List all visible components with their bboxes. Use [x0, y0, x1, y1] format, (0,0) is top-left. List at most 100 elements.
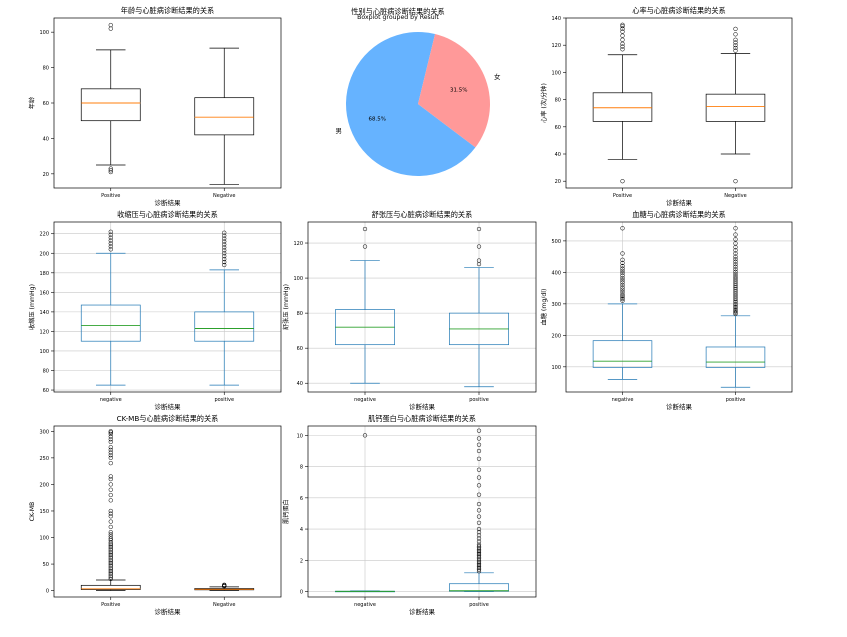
flier-point [476, 526, 482, 532]
flier-point [108, 492, 113, 498]
plot-frame [53, 425, 282, 598]
y-axis-label: 收缩压 (mmHg) [28, 284, 36, 330]
flier-point [476, 539, 482, 544]
x-tick-label: positive [726, 397, 746, 403]
flier-point [733, 40, 738, 45]
pie-label: 男 [336, 127, 343, 135]
y-tick-label: 40 [43, 136, 49, 142]
flier-point [222, 256, 227, 262]
box-iqr [80, 304, 141, 342]
y-tick-label: 60 [43, 388, 49, 394]
flier-point [222, 242, 227, 247]
flier-point [222, 262, 227, 268]
flier-point [476, 553, 482, 558]
flier-point [108, 235, 113, 240]
box-negative [194, 47, 255, 185]
box-negative [705, 26, 766, 184]
flier-point [108, 511, 113, 516]
flier-point [476, 448, 482, 454]
x-axis-label: 诊断结果 [666, 402, 693, 411]
flier-point [620, 289, 625, 295]
flier-point [476, 545, 482, 550]
y-tick-label: 4 [300, 527, 303, 533]
flier-point [108, 554, 113, 559]
flier-point [620, 266, 625, 271]
y-axis-label: 血糖 (mg/dl) [540, 289, 548, 326]
flier-point [108, 543, 113, 548]
plot-frame [565, 17, 793, 189]
y-tick-label: 20 [555, 179, 561, 185]
flier-point [108, 552, 113, 558]
flier-point [620, 282, 625, 288]
flier-point [620, 287, 625, 292]
flier-point [476, 467, 482, 472]
box-negative [592, 226, 653, 380]
x-tick-label: positive [469, 397, 489, 403]
chart-troponin: 0 2 4 6 8 10 negative positive 肌钙蛋白与心脏病诊断结果的关系诊断… [282, 414, 537, 616]
box-iqr [705, 346, 766, 368]
flier-point [620, 298, 625, 303]
box-positive [705, 226, 766, 388]
y-tick-label: 8 [300, 465, 303, 471]
y-tick-label: 100 [551, 70, 561, 76]
y-tick-label: 140 [39, 310, 49, 316]
flier-point [733, 310, 738, 315]
chart-title: 血糖与心脏病诊断结果的关系 [632, 210, 725, 219]
y-tick-label: 140 [551, 16, 561, 22]
y-tick-label: 300 [551, 302, 561, 308]
flier-point [620, 278, 625, 283]
box-negative [335, 226, 395, 384]
y-tick-label: 300 [39, 429, 49, 435]
flier-point [108, 241, 113, 246]
flier-point [108, 519, 113, 524]
x-tick-label: Positive [613, 193, 632, 199]
flier-point [733, 45, 738, 51]
y-tick-label: 10 [297, 433, 303, 439]
x-tick-label: Positive [101, 193, 120, 199]
y-tick-label: 0 [46, 589, 49, 595]
flier-point [222, 245, 227, 250]
flier-point [733, 237, 738, 242]
flier-point [108, 166, 113, 171]
y-tick-label: 80 [297, 311, 303, 317]
box-positive [80, 22, 141, 175]
flier-point [222, 259, 227, 265]
plot-frame [53, 221, 282, 393]
flier-point [476, 542, 482, 547]
y-axis-label: CK-MB [29, 502, 36, 522]
flier-point [108, 570, 113, 575]
flier-point [733, 241, 738, 246]
flier-point [108, 508, 113, 514]
x-axis-label: 诊断结果 [666, 198, 693, 207]
flier-point [620, 33, 625, 38]
pie-slice [346, 32, 476, 177]
flier-point [108, 573, 113, 578]
flier-point [733, 254, 738, 259]
flier-point [108, 437, 113, 442]
flier-point [222, 230, 227, 235]
box-negative [194, 582, 255, 591]
y-tick-label: 80 [43, 369, 49, 375]
x-tick-label: negative [100, 397, 122, 403]
y-tick-label: 20 [43, 172, 49, 178]
x-axis-label: 诊断结果 [155, 607, 182, 616]
flier-point [620, 41, 625, 46]
flier-point [108, 430, 113, 435]
y-tick-label: 200 [551, 333, 561, 339]
flier-point [222, 582, 227, 587]
flier-point [620, 268, 625, 273]
flier-point [108, 168, 113, 173]
plot-frame [307, 425, 537, 598]
flier-point [476, 550, 482, 555]
flier-point [108, 544, 113, 550]
flier-point [733, 273, 738, 279]
x-tick-label: negative [612, 397, 634, 403]
flier-point [476, 569, 482, 574]
flier-point [108, 482, 113, 487]
y-tick-label: 250 [39, 456, 49, 462]
y-tick-label: 120 [39, 329, 49, 335]
flier-point [476, 551, 482, 557]
flier-point [476, 564, 482, 569]
chart-title: 舒张压与心脏病诊断结果的关系 [372, 210, 473, 219]
